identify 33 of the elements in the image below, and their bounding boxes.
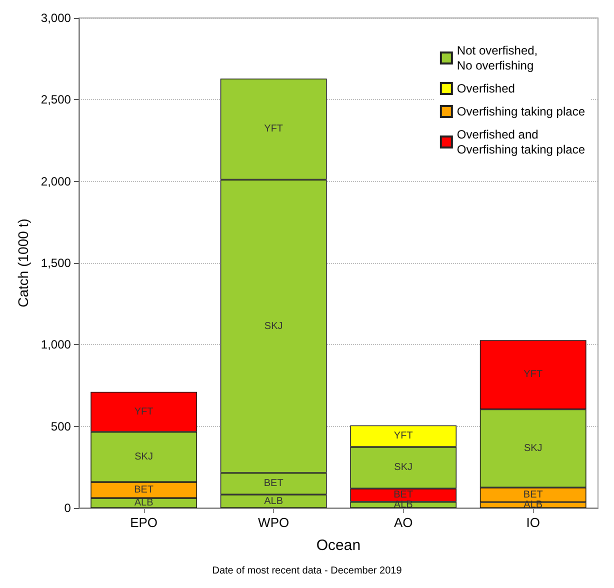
text: BET [134,484,154,496]
text: BET [264,478,284,490]
x-tick-label: IO [526,515,540,530]
series-label: SKJ [394,462,413,474]
legend-label: Overfished [456,82,515,96]
series-label: YFT [394,430,413,442]
text: YFT [524,369,543,380]
series-label: ALB [264,496,284,507]
y-tick-label: 1,000 [40,338,72,352]
legend-label: Overfishing taking place [456,104,586,118]
y-tick-label: 1,500 [40,256,72,270]
y-axis-title: Catch (1000 t) [15,218,31,308]
text: Date of most recent data - December 2019 [212,566,402,576]
y-tick-label: 2,500 [40,92,72,107]
text: BET [523,489,543,500]
y-tick-label: 500 [50,419,72,434]
series-label: BET [394,490,414,501]
legend-label: Not overfished, No overfishing [456,44,538,72]
x-axis-title: Ocean [316,537,361,554]
y-tick-label: 2,000 [40,174,72,188]
x-tick-label: EPO [130,515,158,530]
text: SKJ [264,320,283,332]
text: YFT [264,124,284,135]
legend-label: Overfished and Overfishing taking place [456,128,586,156]
text: SKJ [134,451,153,462]
y-tick-label: 0 [64,501,72,515]
text: YFT [134,406,154,418]
text: SKJ [524,442,542,454]
x-tick-label: AO [394,515,413,530]
y-tick-label: 3,000 [40,11,72,25]
text: ALB [134,498,154,509]
text: ALB [524,500,543,511]
x-tick-label: WPO [258,515,290,530]
